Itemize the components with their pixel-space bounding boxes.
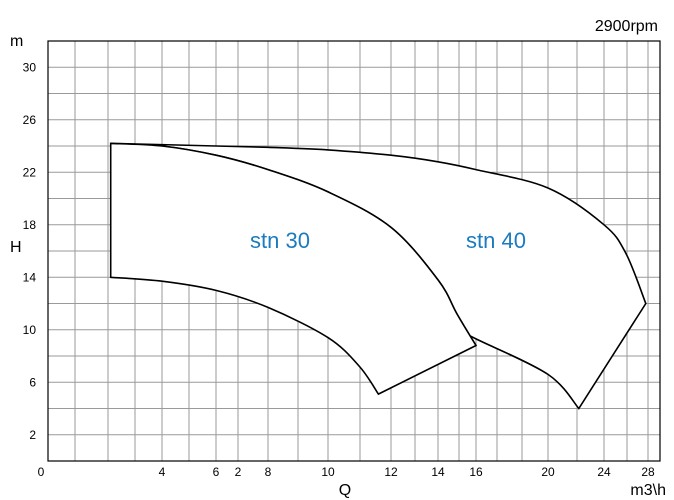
x-tick-label: 12 bbox=[384, 465, 398, 479]
series-label-stn-30: stn 30 bbox=[250, 228, 310, 253]
y-tick-label: 18 bbox=[23, 218, 37, 232]
y-tick-label: 2 bbox=[29, 428, 36, 442]
x-tick-labels: 0 4 6 2 8 10 12 14 16 20 24 28 bbox=[38, 465, 655, 479]
x-tick-label: 2 bbox=[235, 465, 242, 479]
x-tick-label: 28 bbox=[641, 465, 655, 479]
x-tick-label: 6 bbox=[213, 465, 220, 479]
curves bbox=[109, 142, 647, 410]
y-tick-label: 30 bbox=[23, 60, 37, 74]
x-tick-label: 10 bbox=[321, 465, 335, 479]
y-tick-label: 6 bbox=[29, 375, 36, 389]
x-tick-label: 4 bbox=[159, 465, 166, 479]
x-tick-label: 0 bbox=[38, 465, 45, 479]
y-tick-label: 22 bbox=[23, 165, 37, 179]
series-label-stn-40: stn 40 bbox=[466, 228, 526, 253]
y-unit-label: m bbox=[10, 33, 23, 50]
y-tick-label: 26 bbox=[23, 113, 37, 127]
x-unit-label: m3\h bbox=[630, 482, 666, 499]
plot-frame bbox=[47, 40, 661, 462]
y-axis-title: H bbox=[10, 239, 22, 256]
y-tick-label: 10 bbox=[23, 323, 37, 337]
y-tick-label: 14 bbox=[23, 270, 37, 284]
speed-label: 2900rpm bbox=[595, 18, 658, 35]
x-tick-label: 8 bbox=[265, 465, 272, 479]
x-tick-label: 20 bbox=[541, 465, 555, 479]
envelope-stn-30 bbox=[109, 142, 478, 396]
x-tick-label: 24 bbox=[597, 465, 611, 479]
x-axis-title: Q bbox=[339, 482, 351, 499]
x-tick-label: 14 bbox=[431, 465, 445, 479]
x-tick-label: 16 bbox=[469, 465, 483, 479]
